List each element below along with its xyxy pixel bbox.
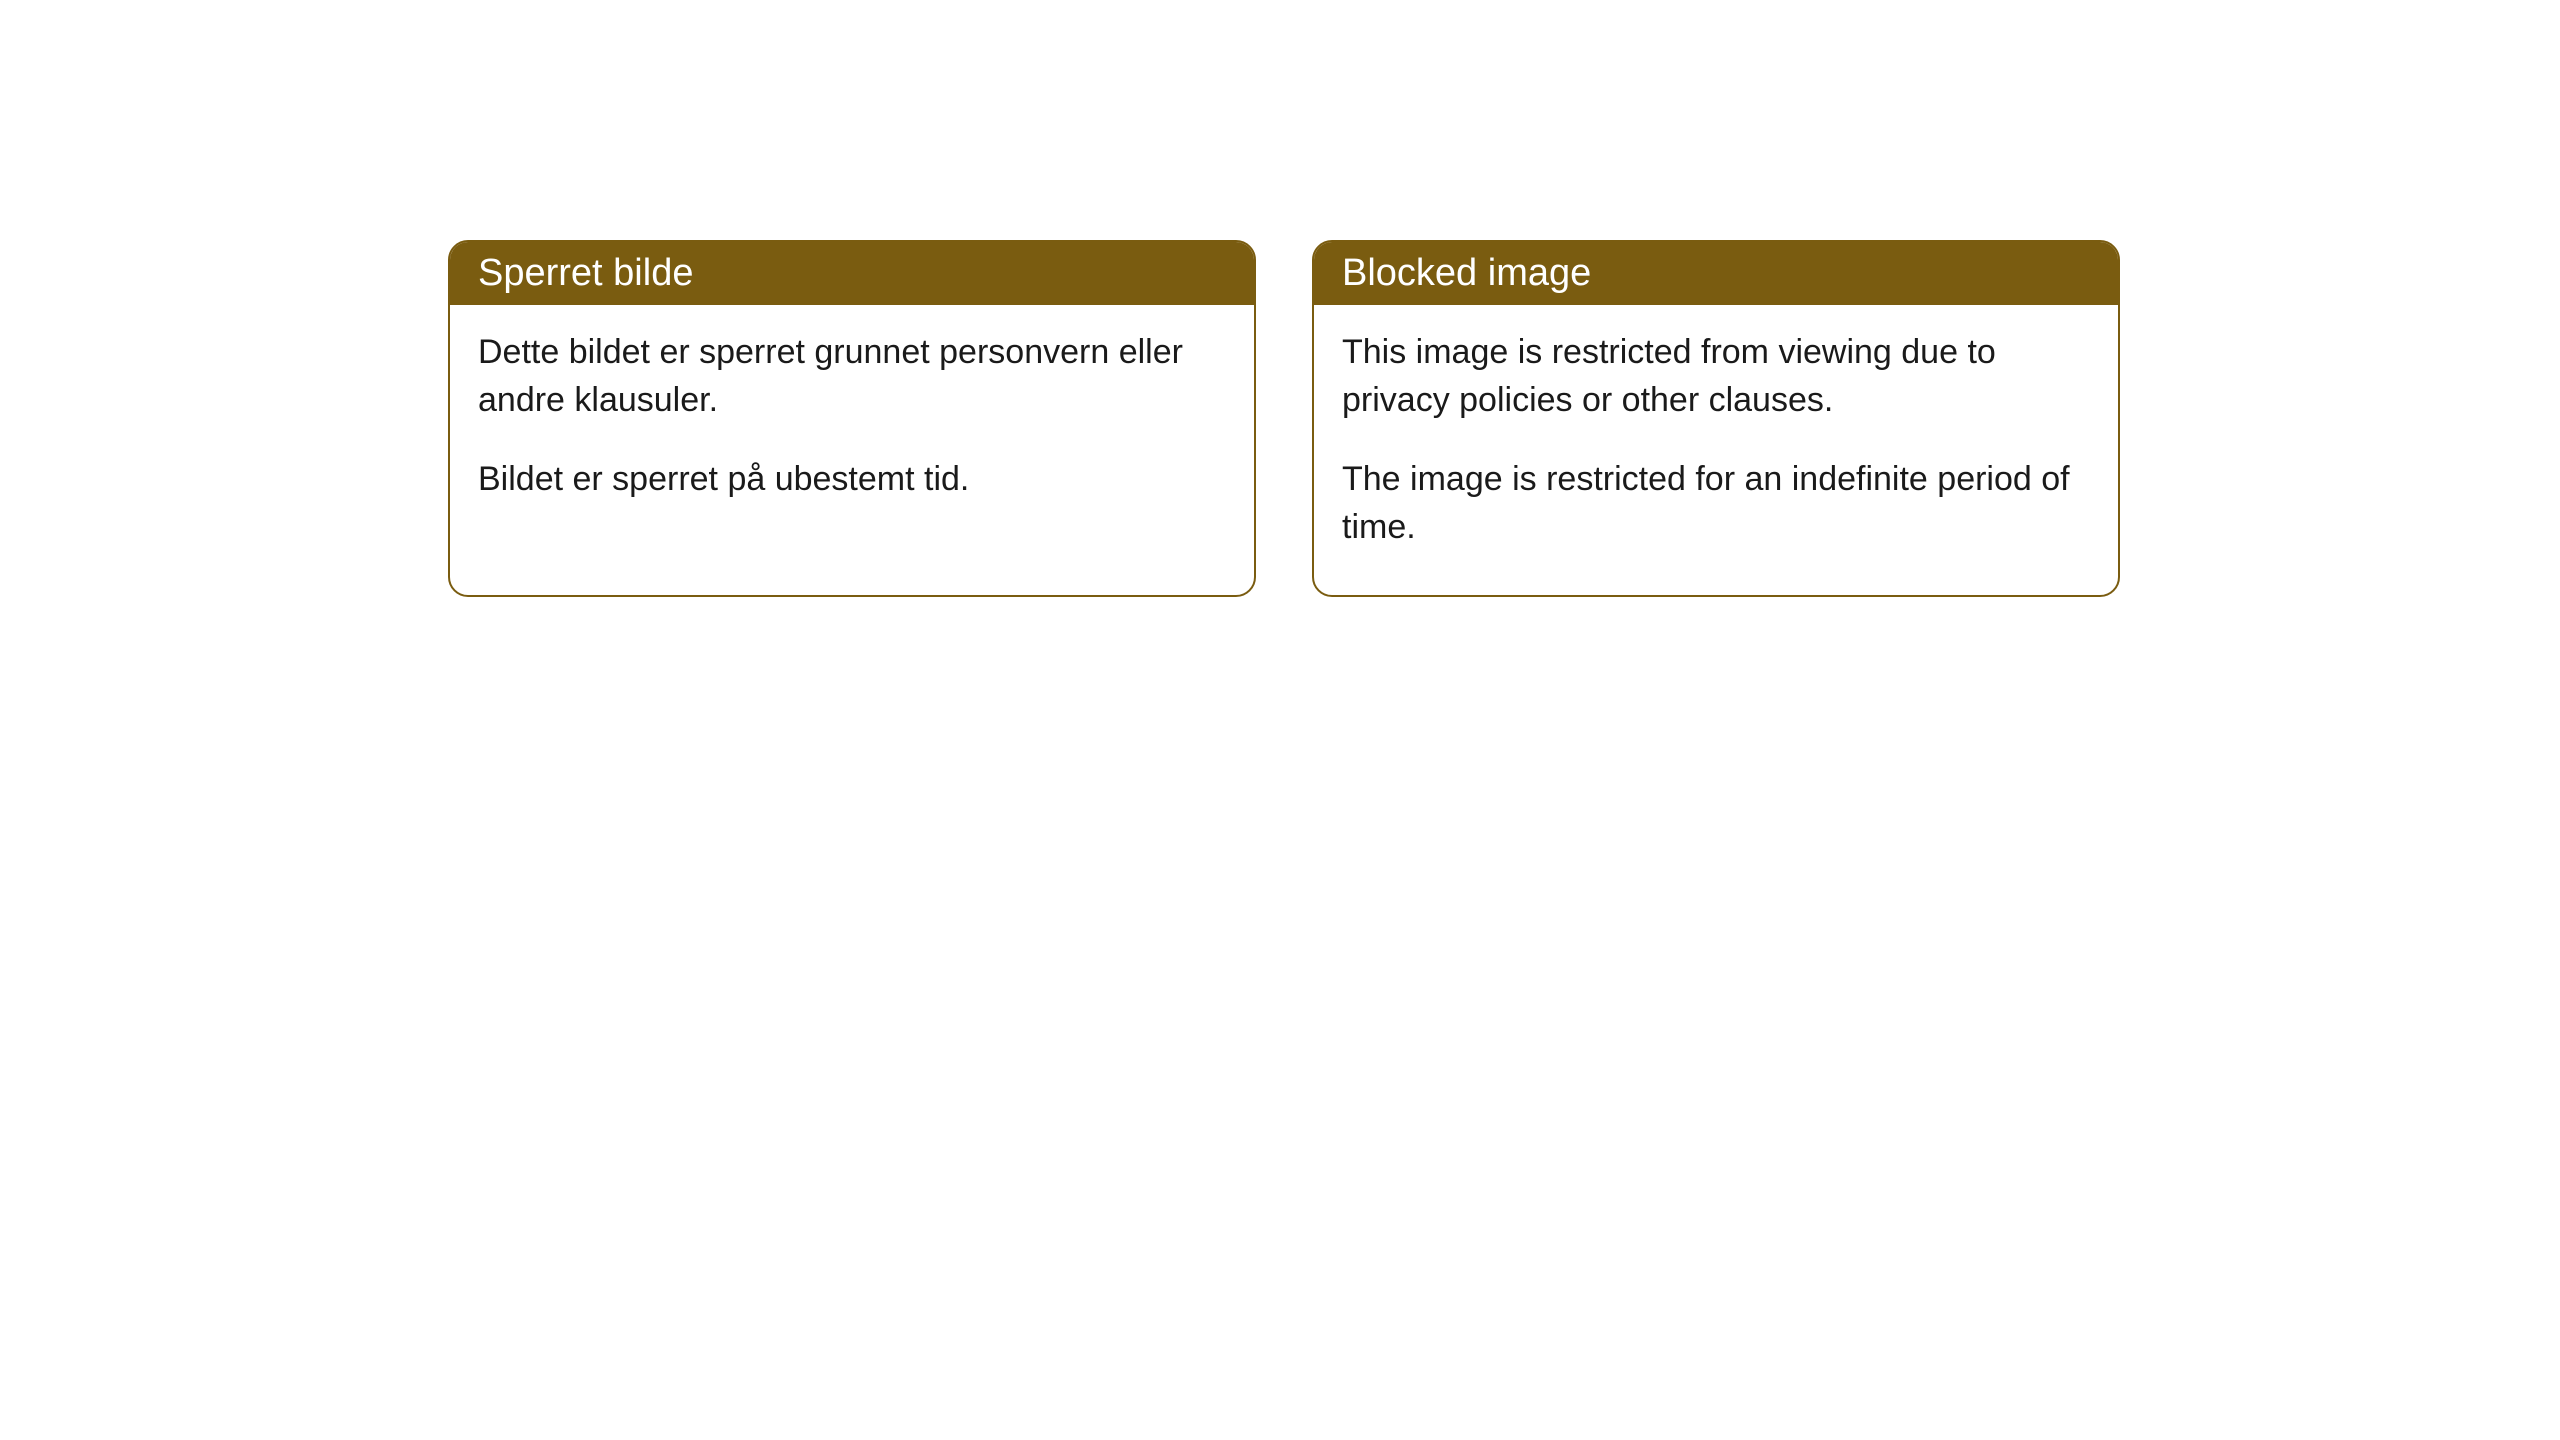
card-title-english: Blocked image	[1342, 252, 1591, 294]
card-body-english: This image is restricted from viewing du…	[1314, 305, 2118, 595]
card-paragraph-1-norwegian: Dette bildet er sperret grunnet personve…	[478, 329, 1226, 424]
cards-container: Sperret bilde Dette bildet er sperret gr…	[448, 240, 2120, 597]
card-title-norwegian: Sperret bilde	[478, 252, 693, 294]
card-paragraph-2-english: The image is restricted for an indefinit…	[1342, 456, 2090, 551]
card-header-norwegian: Sperret bilde	[450, 242, 1254, 305]
blocked-image-card-english: Blocked image This image is restricted f…	[1312, 240, 2120, 597]
blocked-image-card-norwegian: Sperret bilde Dette bildet er sperret gr…	[448, 240, 1256, 597]
card-paragraph-1-english: This image is restricted from viewing du…	[1342, 329, 2090, 424]
card-paragraph-2-norwegian: Bildet er sperret på ubestemt tid.	[478, 456, 1226, 504]
card-header-english: Blocked image	[1314, 242, 2118, 305]
card-body-norwegian: Dette bildet er sperret grunnet personve…	[450, 305, 1254, 548]
